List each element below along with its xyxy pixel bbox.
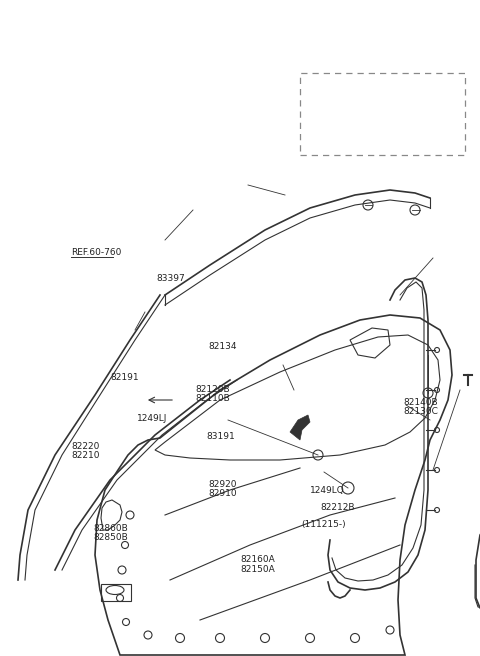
Bar [300,73,465,155]
Text: 82220: 82220 [71,441,99,451]
Text: 82850B: 82850B [94,533,128,543]
Text: 82150A: 82150A [240,565,275,574]
Text: 83397: 83397 [156,274,185,283]
Text: 82110B: 82110B [196,394,230,403]
Text: 82140B: 82140B [403,398,438,407]
Text: 82130C: 82130C [403,407,438,417]
Text: 1249LQ: 1249LQ [310,486,344,495]
Text: 82134: 82134 [209,342,237,351]
Text: 82212B: 82212B [321,502,355,512]
Text: 82120B: 82120B [196,385,230,394]
Text: 82191: 82191 [110,373,139,382]
Text: REF.60-760: REF.60-760 [71,248,121,257]
Polygon shape [290,415,310,440]
Text: (111215-): (111215-) [301,520,346,529]
Text: 82210: 82210 [71,451,99,461]
Text: 82910: 82910 [209,489,238,499]
Text: 82860B: 82860B [94,523,128,533]
Text: 1249LJ: 1249LJ [137,414,167,423]
Text: 83191: 83191 [206,432,235,441]
Text: 82920: 82920 [209,480,237,489]
Text: 82160A: 82160A [240,555,275,564]
